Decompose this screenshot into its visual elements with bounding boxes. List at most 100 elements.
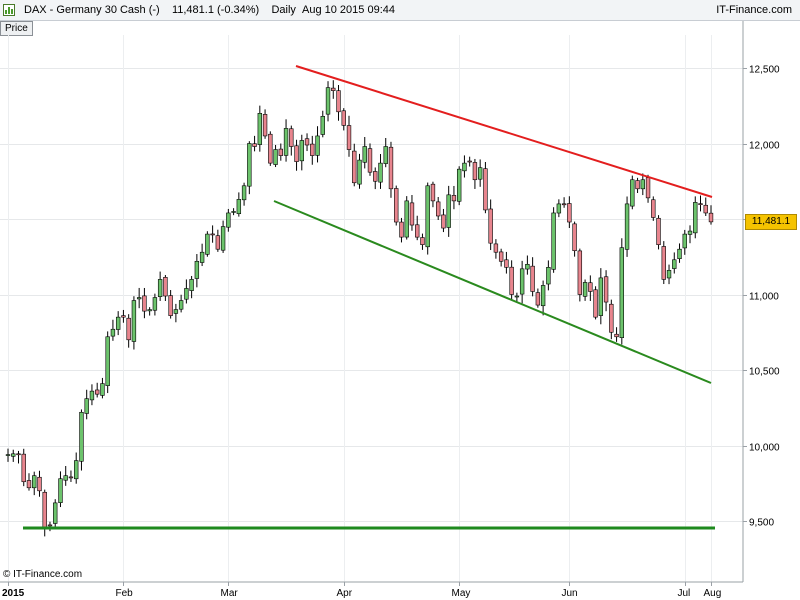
candle [189,275,194,299]
candle-body [178,300,184,310]
symbol: DAX [24,4,47,16]
candle [105,331,110,394]
candle-body [341,110,346,126]
candle-body [152,297,158,311]
candle-body [651,199,656,218]
candle [514,292,520,302]
candle-body [472,162,478,181]
candle-body [546,267,551,285]
candle [273,144,278,168]
candle-body [273,149,278,165]
candle-body [498,251,504,262]
candle-body [100,383,105,396]
candle-body [257,113,263,145]
candle-body [436,201,441,217]
candle-body [331,87,336,91]
candle [32,471,37,496]
candle [546,260,551,291]
candle [241,182,247,206]
candle-body [677,248,682,259]
candle [157,271,163,301]
y-tick-label: 12,000 [749,141,780,152]
candle-body [504,259,509,268]
candle-body [168,295,173,316]
candle-body [420,237,425,245]
candle-body [467,160,472,163]
candle-body [477,167,483,180]
candle-body [199,251,205,263]
candle-body [567,203,572,223]
candlestick-series [5,80,714,537]
candle [173,303,179,323]
candle [121,309,126,323]
candle [147,307,152,316]
candle-body [241,185,247,201]
candle-body [63,475,68,481]
candle [708,205,714,225]
candle [94,382,100,398]
candle [367,143,373,176]
candle-body [624,203,630,250]
candle-body [441,214,446,229]
candle-body [357,159,362,185]
candle-body [142,295,147,312]
candle-body [136,297,142,300]
candle-body [493,243,499,253]
candle [289,125,294,156]
candle [11,449,16,462]
chart-title: DAX - Germany 30 Cash (-) 11,481.1 (-0.3… [24,4,395,16]
candle [47,521,53,532]
candle [588,275,593,301]
price-panel-tab[interactable]: Price [0,21,33,36]
candle-body [53,502,58,524]
candle [220,220,226,253]
candle [540,280,546,316]
candle-body [582,282,588,297]
candle-body [74,460,79,480]
candle [399,217,404,243]
candle [656,215,661,250]
candle [441,208,446,233]
candle-body [367,148,373,173]
candle [551,207,556,273]
candle-body [394,188,399,223]
candle [462,155,467,178]
x-tick-label: Apr [337,588,353,599]
candle-body [226,212,231,228]
candle-body [661,246,666,280]
candle-body [609,303,614,333]
candle-body [672,259,677,269]
candle-body [147,309,152,312]
candle [131,296,137,350]
candle [420,233,425,250]
candle-body [89,390,95,401]
candle [677,243,682,263]
candle-body [346,125,352,150]
candle-body [703,204,708,214]
candle-body [189,279,194,291]
candle-body [163,277,168,297]
candle [483,161,488,214]
candle-body [383,146,388,164]
candle [373,167,378,190]
candle-body [21,453,26,483]
candle-body [451,195,457,202]
candle [110,319,116,341]
candle [79,409,84,471]
candle [152,293,158,316]
candle-body [614,333,619,338]
candle [687,225,693,244]
candle [89,384,95,406]
candle-body [561,203,567,206]
x-axis-ticks: 2015 Feb Mar Apr May Jun Jul Aug [2,582,721,599]
candle [178,294,184,313]
candle [630,175,635,210]
candle [561,197,567,208]
candle [58,471,63,508]
candle [236,192,242,217]
x-tick-label: May [452,588,471,599]
candle [378,154,383,189]
candle-body [94,389,100,395]
candle [383,137,388,168]
